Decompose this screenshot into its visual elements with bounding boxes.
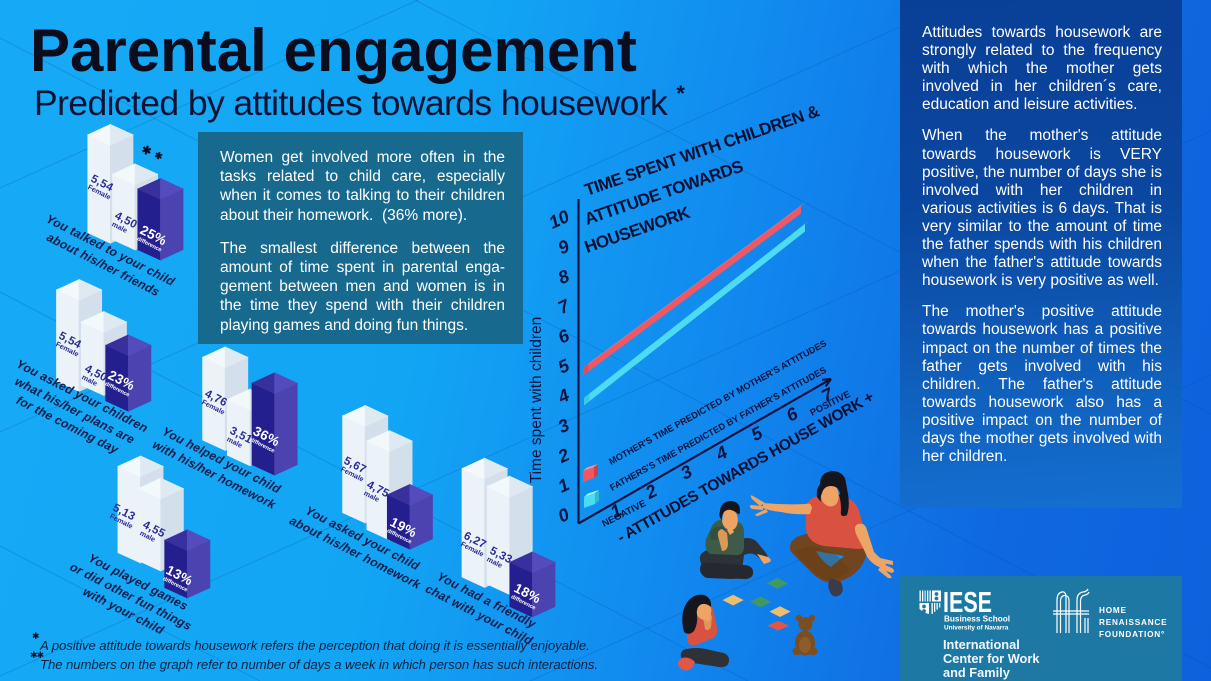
svg-text:6: 6 (783, 403, 802, 426)
svg-text:3: 3 (555, 415, 573, 437)
svg-text:Time spent with children: Time spent with children (528, 317, 545, 484)
svg-text:✱: ✱ (153, 150, 164, 163)
svg-text:2: 2 (554, 445, 572, 468)
svg-text:2: 2 (641, 481, 660, 504)
svg-text:10: 10 (546, 206, 573, 233)
svg-text:1: 1 (555, 474, 573, 496)
svg-text:4: 4 (554, 385, 572, 408)
svg-text:FOUNDATION°: FOUNDATION° (1099, 630, 1165, 639)
svg-text:0: 0 (555, 504, 573, 526)
svg-text:7: 7 (555, 295, 573, 318)
svg-text:3: 3 (677, 461, 695, 483)
svg-text:Center for Work: Center for Work (943, 651, 1040, 666)
svg-text:9: 9 (555, 236, 573, 258)
svg-text:8: 8 (555, 266, 573, 288)
svg-text:5: 5 (748, 422, 767, 445)
svg-text:and Family: and Family (943, 665, 1011, 680)
svg-text:IESE: IESE (943, 587, 992, 619)
svg-text:5: 5 (555, 355, 573, 378)
svg-text:University of Navarra: University of Navarra (944, 625, 1009, 632)
svg-text:✱: ✱ (140, 144, 153, 158)
svg-text:HOME: HOME (1099, 606, 1127, 615)
svg-text:4: 4 (712, 442, 731, 465)
svg-text:6: 6 (555, 325, 573, 348)
svg-text:Business School: Business School (944, 615, 1010, 624)
svg-text:International: International (943, 637, 1020, 652)
svg-text:RENAISSANCE: RENAISSANCE (1099, 618, 1167, 627)
